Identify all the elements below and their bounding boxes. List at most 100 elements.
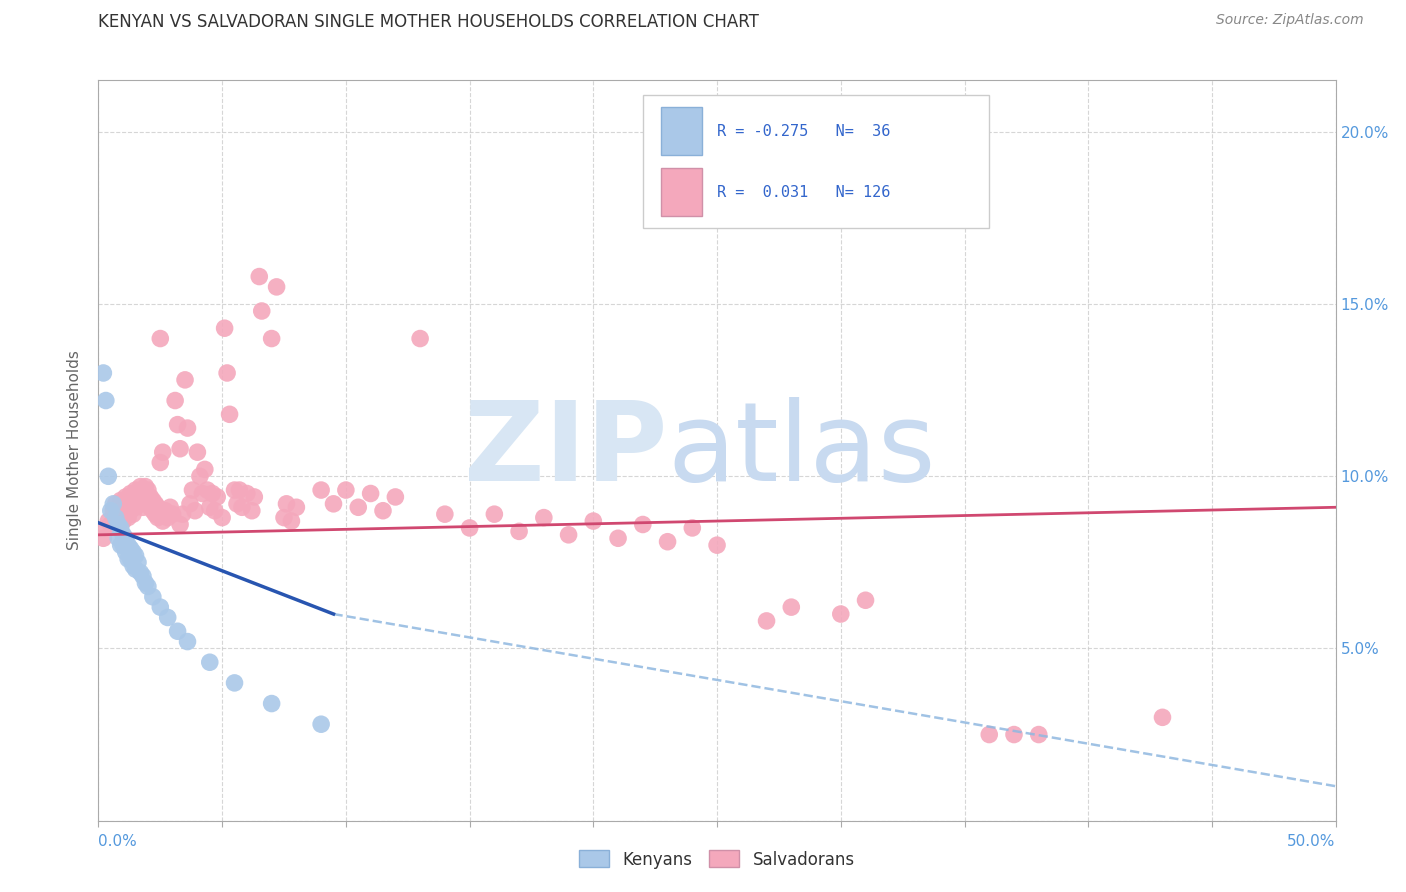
Text: KENYAN VS SALVADORAN SINGLE MOTHER HOUSEHOLDS CORRELATION CHART: KENYAN VS SALVADORAN SINGLE MOTHER HOUSE… [98,13,759,31]
Point [1028,727,1050,741]
Point [260,697,283,711]
Point [127,486,149,500]
Point [104,510,127,524]
Point [136,579,159,593]
Point [114,490,136,504]
Point [122,558,145,573]
Point [124,562,146,576]
Point [94,521,117,535]
Point [780,600,803,615]
Point [103,497,125,511]
Point [117,552,139,566]
Point [122,545,145,559]
Point [169,517,191,532]
Point [142,504,165,518]
Point [557,528,579,542]
Point [508,524,530,539]
Point [97,469,120,483]
Point [266,280,288,294]
Point [371,504,394,518]
Point [224,676,246,690]
Point [139,490,162,504]
Point [211,510,233,524]
Point [104,510,127,524]
Point [198,500,221,515]
Y-axis label: Single Mother Households: Single Mother Households [67,351,83,550]
Point [114,545,136,559]
Point [179,497,201,511]
Point [146,510,169,524]
Point [127,493,149,508]
Point [124,483,146,497]
Point [110,538,132,552]
Point [120,541,142,556]
Point [149,600,172,615]
Point [120,486,142,500]
Point [149,456,172,470]
Point [280,514,302,528]
Point [139,500,162,515]
Point [93,366,115,380]
Point [169,442,191,456]
Text: 50.0%: 50.0% [1288,834,1336,849]
Point [114,531,136,545]
Point [107,517,129,532]
Point [228,483,250,497]
Point [134,576,156,591]
Point [122,490,145,504]
Point [191,486,214,500]
Point [176,634,198,648]
Text: Source: ZipAtlas.com: Source: ZipAtlas.com [1216,13,1364,28]
Point [129,566,152,580]
Point [122,507,145,521]
FancyBboxPatch shape [643,95,990,228]
Point [174,373,197,387]
Point [152,445,174,459]
Point [124,500,146,515]
Point [120,504,142,518]
Point [120,552,142,566]
Point [142,493,165,508]
Point [132,490,155,504]
Point [1152,710,1174,724]
Point [112,538,135,552]
Point [107,531,129,545]
Point [582,514,605,528]
Point [184,504,207,518]
Point [243,490,266,504]
Point [124,549,146,563]
Point [218,407,240,421]
Point [706,538,728,552]
Point [117,538,139,552]
Point [855,593,877,607]
Point [195,483,218,497]
Point [129,480,152,494]
Point [533,510,555,524]
Point [204,504,226,518]
Point [188,469,211,483]
Point [484,507,506,521]
Point [159,500,181,515]
Point [458,521,481,535]
Point [260,332,283,346]
Point [107,517,129,532]
Point [198,655,221,669]
Text: R =  0.031   N= 126: R = 0.031 N= 126 [717,185,890,200]
Point [226,497,249,511]
Point [152,514,174,528]
Point [127,555,149,569]
Point [681,521,703,535]
Point [631,517,654,532]
Point [217,366,239,380]
Point [172,507,194,521]
Point [250,304,273,318]
Text: atlas: atlas [668,397,936,504]
Point [285,500,308,515]
Point [103,514,125,528]
Legend: Kenyans, Salvadorans: Kenyans, Salvadorans [572,844,862,875]
Point [166,624,188,639]
Point [335,483,357,497]
Point [166,417,188,432]
Point [117,493,139,508]
Point [181,483,204,497]
